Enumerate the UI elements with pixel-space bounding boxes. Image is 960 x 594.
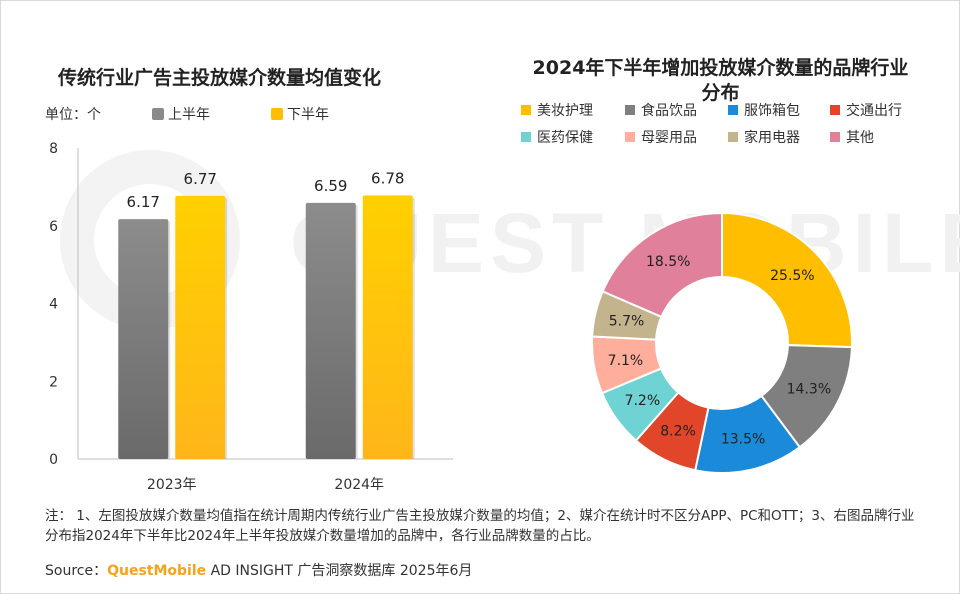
- donut-data-label: 14.3%: [787, 381, 831, 397]
- bar-chart-title: 传统行业广告主投放媒介数量均值变化: [58, 67, 382, 89]
- x-tick-label: 2024年: [334, 477, 384, 493]
- donut-legend-swatch: [521, 132, 531, 142]
- donut-legend-label: 食品饮品: [641, 103, 697, 119]
- bar-chart-unit: 单位：个: [45, 107, 101, 123]
- donut-legend-label: 服饰箱包: [744, 103, 800, 119]
- donut-legend-swatch: [728, 132, 738, 142]
- donut-legend-item: 食品饮品: [625, 100, 697, 120]
- legend-label-second-half: 下半年: [287, 107, 329, 123]
- donut-data-label: 7.2%: [625, 393, 661, 409]
- legend-item-second-half: 下半年: [271, 104, 329, 124]
- bar: [118, 219, 169, 459]
- bar-data-label: 6.17: [127, 193, 160, 211]
- source-brand: QuestMobile: [107, 563, 207, 579]
- donut-slice: [721, 211, 853, 349]
- donut-legend-swatch: [728, 105, 738, 115]
- x-tick-label: 2023年: [147, 477, 197, 493]
- donut-legend-item: 医药保健: [521, 127, 593, 147]
- y-tick-label: 0: [49, 452, 58, 468]
- source-line: Source：QuestMobile AD INSIGHT 广告洞察数据库 20…: [45, 560, 472, 580]
- source-suffix: AD INSIGHT 广告洞察数据库 2025年6月: [206, 563, 473, 579]
- legend-swatch-first-half: [152, 108, 164, 120]
- y-tick-label: 8: [49, 141, 58, 157]
- donut-data-label: 13.5%: [721, 432, 765, 448]
- bar: [175, 195, 226, 459]
- donut-data-label: 5.7%: [609, 314, 645, 330]
- donut-data-label: 7.1%: [608, 353, 644, 369]
- donut-legend-item: 家用电器: [728, 127, 800, 147]
- donut-legend-label: 母婴用品: [641, 130, 697, 146]
- donut-legend-label: 美妆护理: [537, 103, 593, 119]
- bar-chart: 0 2 4 6 8 2023年 6.17 6.77 2024年 6.59 6.78: [49, 141, 453, 493]
- donut-legend-label: 家用电器: [744, 130, 800, 146]
- donut-legend-swatch: [625, 105, 635, 115]
- donut-slice: [601, 211, 723, 319]
- donut-legend-label: 交通出行: [846, 103, 902, 119]
- donut-legend-item: 其他: [830, 127, 874, 147]
- bar-data-label: 6.77: [184, 170, 217, 188]
- y-tick-label: 2: [49, 374, 58, 390]
- donut-legend-swatch: [521, 105, 531, 115]
- source-prefix: Source：: [45, 563, 108, 579]
- bar: [305, 202, 356, 459]
- donut-chart-title: 2024年下半年增加投放媒介数量的品牌行业分布: [532, 57, 909, 104]
- donut-legend-swatch: [830, 132, 840, 142]
- donut-legend-item: 美妆护理: [521, 100, 593, 120]
- bar-data-label: 6.59: [314, 177, 347, 195]
- footnote: 注： 1、左图投放媒介数量均值指在统计周期内传统行业广告主投放媒介数量的均值；2…: [45, 508, 915, 544]
- legend-item-first-half: 上半年: [152, 104, 210, 124]
- donut-data-label: 18.5%: [646, 254, 690, 270]
- donut-legend-label: 医药保健: [537, 130, 593, 146]
- donut-legend-swatch: [830, 105, 840, 115]
- donut-legend-swatch: [625, 132, 635, 142]
- y-tick-label: 4: [49, 297, 58, 313]
- donut-legend-item: 交通出行: [830, 100, 902, 120]
- donut-data-label: 8.2%: [660, 424, 696, 440]
- donut-data-label: 25.5%: [770, 268, 814, 284]
- bar-data-label: 6.78: [371, 169, 404, 187]
- bar: [362, 195, 413, 460]
- donut-legend-item: 母婴用品: [625, 127, 697, 147]
- donut-chart: 25.5% 14.3% 13.5% 8.2% 7.2% 7.1% 5.7% 18.5%: [591, 211, 853, 474]
- donut-legend-label: 其他: [846, 130, 874, 146]
- legend-label-first-half: 上半年: [168, 107, 210, 123]
- donut-legend-item: 服饰箱包: [728, 100, 800, 120]
- y-tick-label: 6: [49, 219, 58, 235]
- legend-swatch-second-half: [271, 108, 283, 120]
